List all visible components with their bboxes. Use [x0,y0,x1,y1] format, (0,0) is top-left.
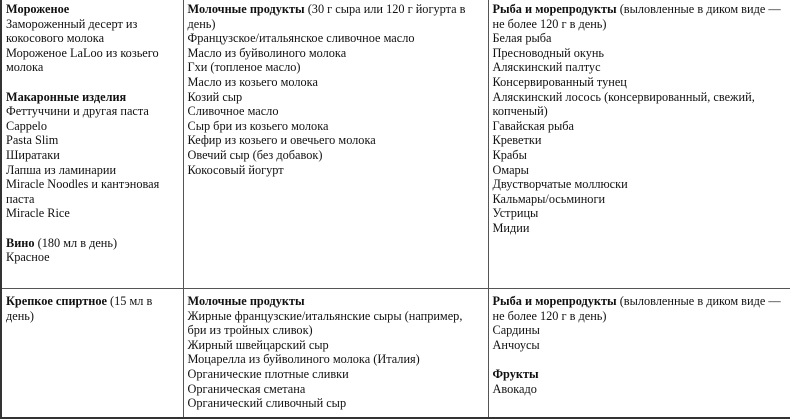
list-item: Лапша из ламинарии [6,162,117,177]
list-item: Ширатаки [6,147,60,162]
table-row: Крепкое спиртное (15 мл в день) Молочные … [0,288,790,419]
category-header: Макаронные изделия [6,90,179,105]
list-item: Консервированный тунец [492,74,627,89]
category-title: Мороженое [6,2,70,16]
list-item: Белая рыба [492,31,552,46]
table-cell: Рыба и морепродукты (выловленные в диком… [487,288,790,419]
food-category: Молочные продукты (30 г сыра или 120 г й… [188,2,484,177]
category-header: Молочные продукты [188,294,484,309]
category-title: Вино [6,235,35,250]
category-title: Макаронные изделия [6,89,127,104]
table-cell: Молочные продукты (30 г сыра или 120 г й… [182,0,489,289]
category-title: Рыба и морепродукты [492,2,617,16]
category-title: Молочные продукты [187,294,305,308]
food-category: Вино (180 мл в день) Красное [6,236,179,265]
food-category: Молочные продукты Жирные французские/итал… [188,294,484,411]
category-note: (выловленные в диком виде — не более 120… [492,2,781,31]
table-cell: Мороженое Замороженный десерт из кокосово… [0,0,184,289]
category-note: (15 мл в день) [6,294,153,323]
list-item: Феттуччини и другая паста [6,104,149,119]
food-category: Рыба и морепродукты (выловленные в диком… [493,2,787,236]
list-item: Красное [6,250,50,265]
list-item: Кокосовый йогурт [187,162,284,177]
list-item: Органические плотные сливки [187,366,349,381]
list-item: Французское/итальянское сливочное масло [187,31,415,46]
list-item: Мороженое LaLoo из козьего молока [6,45,159,75]
table-cell: Молочные продукты Жирные французские/итал… [182,288,489,419]
list-item: Органический сливочный сыр [187,396,347,411]
food-category: Мороженое Замороженный десерт из кокосово… [6,2,179,75]
table-cell: Рыба и морепродукты (выловленные в диком… [487,0,790,289]
category-title: Крепкое спиртное [6,294,107,308]
category-note: (выловленные в диком виде — не более 120… [492,294,781,323]
table-row: Мороженое Замороженный десерт из кокосово… [0,0,790,289]
list-item: Двустворчатые моллюски [492,177,628,192]
list-item: Органическая сметана [187,381,306,396]
list-item: Кальмары/осьминоги [492,191,606,206]
category-title: Рыба и морепродукты [492,294,617,308]
list-item: Гхи (топленое масло) [187,60,301,75]
list-item: Гавайская рыба [492,118,575,133]
list-item: Масло из козьего молока [187,74,318,89]
food-category: Фрукты Авокадо [493,367,787,396]
list-item: Козий сыр [187,89,243,104]
food-category: Рыба и морепродукты (выловленные в диком… [493,294,787,352]
list-item: Моцарелла из буйволиного молока (Италия) [187,352,420,367]
list-item: Сливочное масло [187,104,279,119]
list-item: Сардины [492,323,540,338]
list-item: Пресноводный окунь [492,45,605,60]
list-item: Авокадо [492,381,537,396]
category-note: (180 мл в день) [34,235,118,250]
category-header: Мороженое [6,2,179,17]
list-item: Аляскинский палтус [492,60,601,75]
list-item: Жирный швейцарский сыр [187,337,329,352]
list-item: Cappelo [6,118,47,133]
category-note: (30 г сыра или 120 г йогурта в день) [187,2,466,31]
list-item: Устрицы [492,206,539,221]
food-category: Крепкое спиртное (15 мл в день) [6,294,179,323]
list-item: Мидии [492,220,530,235]
category-title: Фрукты [492,366,539,381]
category-header: Вино (180 мл в день) [6,236,179,251]
list-item: Кефир из козьего и овечьего молока [187,133,376,148]
list-item: Аляскинский лосось (консервированный, св… [492,89,755,119]
list-item: Овечий сыр (без добавок) [187,147,323,162]
list-item: Омары [492,162,529,177]
food-category: Макаронные изделия Феттуччини и другая па… [6,90,179,221]
list-item: Креветки [492,133,542,148]
category-header: Рыба и морепродукты (выловленные в диком… [493,294,787,323]
list-item: Крабы [492,147,527,162]
list-item: Анчоусы [492,337,540,352]
list-item: Miracle Noodles и кантэновая паста [6,177,160,206]
category-header: Фрукты [493,367,787,382]
category-header: Молочные продукты (30 г сыра или 120 г й… [188,2,484,31]
list-item: Pasta Slim [6,133,59,148]
list-item: Сыр бри из козьего молока [187,118,329,133]
category-header: Крепкое спиртное (15 мл в день) [6,294,179,323]
category-title: Молочные продукты [187,2,305,16]
list-item: Жирные французские/итальянские сыры (нап… [187,308,463,338]
list-item: Масло из буйволиного молока [187,45,347,60]
list-item: Замороженный десерт из кокосового молока [6,16,138,46]
category-header: Рыба и морепродукты (выловленные в диком… [493,2,787,31]
list-item: Miracle Rice [6,206,70,221]
table-cell: Крепкое спиртное (15 мл в день) [0,288,184,419]
